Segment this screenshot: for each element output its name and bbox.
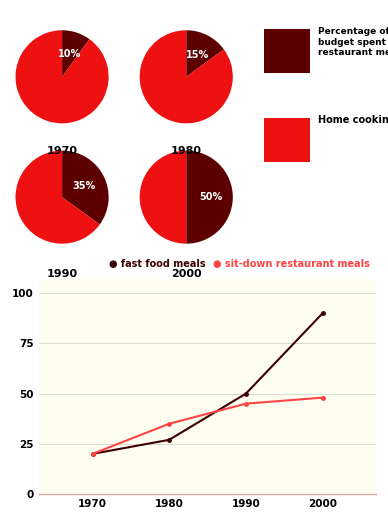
Text: 1980: 1980 <box>171 146 202 156</box>
sit-down restaurant meals <box>90 451 95 457</box>
fast food meals <box>244 391 248 397</box>
Wedge shape <box>186 151 233 244</box>
Text: 15%: 15% <box>185 50 209 60</box>
Wedge shape <box>16 151 100 244</box>
Text: 1990: 1990 <box>47 269 78 279</box>
Wedge shape <box>62 30 90 77</box>
Wedge shape <box>140 30 233 123</box>
Bar <box>264 29 310 73</box>
Text: Percentage of food
budget spent on
restaurant meals: Percentage of food budget spent on resta… <box>318 28 388 57</box>
fast food meals <box>320 310 325 316</box>
Wedge shape <box>140 151 186 244</box>
Text: 1970: 1970 <box>47 146 78 156</box>
fast food meals <box>90 451 95 457</box>
sit-down restaurant meals <box>320 395 325 401</box>
Text: 50%: 50% <box>199 192 222 202</box>
Bar <box>264 118 310 162</box>
Text: Home cooking: Home cooking <box>318 115 388 125</box>
Wedge shape <box>186 30 224 77</box>
fast food meals <box>167 437 171 443</box>
sit-down restaurant meals <box>167 421 171 427</box>
sit-down restaurant meals <box>244 400 248 407</box>
Wedge shape <box>62 151 109 224</box>
Line: fast food meals: fast food meals <box>91 311 324 456</box>
Text: ● sit-down restaurant meals: ● sit-down restaurant meals <box>213 259 370 269</box>
Text: ● fast food meals: ● fast food meals <box>109 259 205 269</box>
Wedge shape <box>16 30 109 123</box>
Text: 2000: 2000 <box>171 269 201 279</box>
Line: sit-down restaurant meals: sit-down restaurant meals <box>91 396 324 456</box>
Text: 35%: 35% <box>72 181 95 191</box>
Text: 10%: 10% <box>58 49 81 59</box>
